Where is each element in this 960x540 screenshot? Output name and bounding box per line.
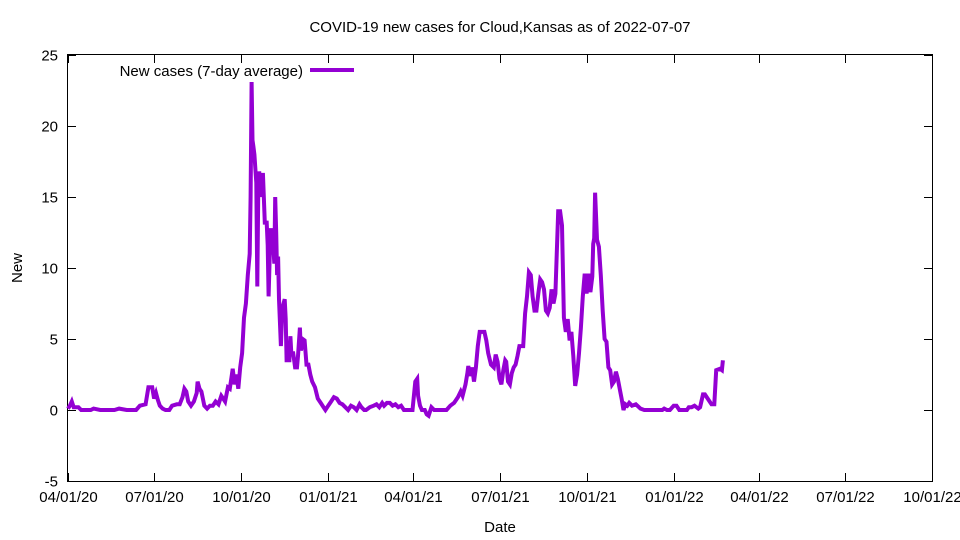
y-tick-label: 5 [50, 332, 58, 349]
x-tick-label: 04/01/21 [384, 489, 442, 506]
series-layer [66, 81, 725, 419]
x-tick-label: 07/01/20 [125, 489, 183, 506]
y-tick-label: 20 [41, 119, 58, 136]
x-tick-label: 04/01/22 [730, 489, 788, 506]
x-tick-label: 01/01/22 [645, 489, 703, 506]
x-axis-ticks: 04/01/20 07/01/20 10/01/20 01/01/21 04/01/21… [39, 55, 960, 506]
x-tick-label: 07/01/21 [471, 489, 529, 506]
x-tick-label: 04/01/20 [39, 489, 97, 506]
chart-title: COVID-19 new cases for Cloud,Kansas as o… [309, 19, 690, 36]
x-tick-label: 07/01/22 [816, 489, 874, 506]
y-tick-label: 25 [41, 48, 58, 65]
y-tick-label: -5 [45, 474, 58, 491]
y-tick-label: 10 [41, 261, 58, 278]
series-line-new-cases [66, 81, 725, 419]
legend: New cases (7-day average) [120, 63, 354, 80]
x-tick-label: 10/01/20 [212, 489, 270, 506]
x-tick-label: 10/01/21 [558, 489, 616, 506]
plot-area-frame [67, 54, 933, 482]
x-tick-label: 10/01/22 [903, 489, 960, 506]
legend-label: New cases (7-day average) [120, 63, 303, 80]
x-tick-label: 01/01/21 [299, 489, 357, 506]
y-tick-label: 0 [50, 403, 58, 420]
y-axis-label: New [9, 253, 26, 283]
y-axis-ticks: -5 0 5 10 15 20 25 [41, 48, 932, 491]
x-axis-label: Date [484, 519, 516, 536]
y-tick-label: 15 [41, 190, 58, 207]
